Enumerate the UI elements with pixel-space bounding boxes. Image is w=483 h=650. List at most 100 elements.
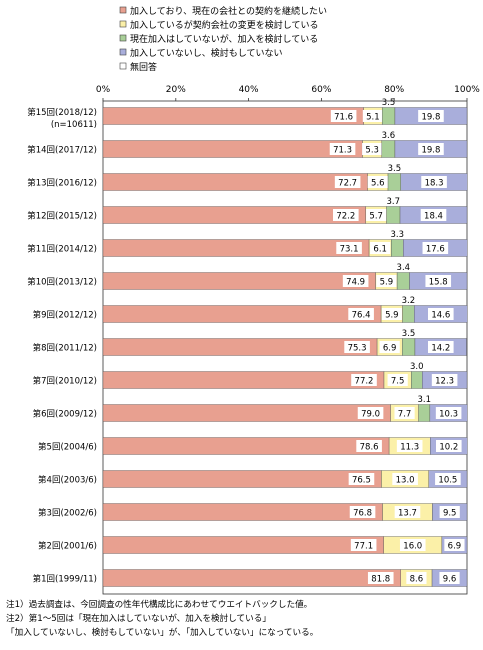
data-label-bg bbox=[427, 341, 454, 353]
data-label-bg bbox=[349, 506, 376, 518]
data-label-bg bbox=[367, 572, 394, 584]
data-label-bg bbox=[435, 473, 461, 485]
note-2: 注2）第1～5回は「現在加入はしていないが、加入を検討している」 bbox=[6, 614, 271, 624]
data-label-bg bbox=[366, 209, 387, 221]
category-label: 第14回(2017/12) bbox=[27, 145, 97, 156]
data-label: 5.1 bbox=[366, 113, 380, 123]
bar-segment bbox=[381, 107, 396, 125]
data-label-bg bbox=[427, 308, 454, 320]
data-label: 8.6 bbox=[410, 575, 424, 585]
data-label: 5.6 bbox=[371, 179, 385, 189]
stacked-bar-chart: 加入しており、現在の会社との契約を継続したい加入しているが契約会社の変更を検討し… bbox=[27, 5, 480, 595]
category-label: 第3回(2002/6) bbox=[38, 508, 97, 519]
category-label: 第8回(2011/12) bbox=[33, 343, 97, 354]
data-label-bg bbox=[333, 209, 359, 221]
data-label: 18.3 bbox=[425, 179, 444, 189]
data-label: 3.3 bbox=[391, 230, 405, 240]
bar-segment bbox=[418, 404, 431, 422]
bar-segment bbox=[102, 140, 363, 158]
x-tick-label: 0% bbox=[96, 85, 111, 95]
category-label: 第6回(2009/12) bbox=[33, 409, 97, 420]
data-label: 81.8 bbox=[371, 575, 390, 585]
bar-segment bbox=[402, 338, 416, 356]
data-label-bg bbox=[435, 407, 462, 419]
data-label: 3.5 bbox=[388, 164, 402, 174]
legend-label: 加入しており、現在の会社との契約を継続したい bbox=[130, 5, 327, 17]
data-label: 75.3 bbox=[348, 344, 367, 354]
data-label-bg bbox=[439, 506, 460, 518]
bar-segment bbox=[102, 206, 367, 224]
data-label: 3.5 bbox=[382, 98, 396, 108]
data-label-bg bbox=[342, 275, 369, 287]
bar-segment bbox=[102, 305, 382, 323]
bar-segment bbox=[402, 305, 415, 323]
data-label: 76.5 bbox=[352, 476, 371, 486]
data-label: 5.9 bbox=[380, 278, 394, 288]
data-label-bg bbox=[422, 242, 449, 254]
bar-segment bbox=[396, 272, 410, 290]
x-tick-label: 100% bbox=[454, 85, 480, 95]
category-label: 第15回(2018/12) bbox=[27, 107, 97, 118]
legend-swatch bbox=[119, 34, 127, 42]
data-label-bg bbox=[387, 374, 408, 386]
data-label-bg bbox=[418, 143, 444, 155]
bar-segment bbox=[102, 437, 390, 455]
category-label: 第11回(2014/12) bbox=[27, 244, 97, 255]
x-tick-label: 80% bbox=[384, 85, 404, 95]
data-label-bg bbox=[367, 176, 388, 188]
category-label: 第7回(2010/12) bbox=[33, 376, 97, 387]
bar-segment bbox=[102, 503, 383, 521]
data-label-bg bbox=[394, 506, 421, 518]
data-label: 76.4 bbox=[352, 311, 371, 321]
note-1: 注1）過去調査は、今回調査の性年代構成比にあわせてウエイトバックした値。 bbox=[6, 600, 313, 610]
data-label: 71.3 bbox=[333, 146, 352, 156]
category-label: 第1回(1999/11) bbox=[33, 574, 97, 585]
data-label-bg bbox=[329, 143, 356, 155]
data-label: 72.7 bbox=[338, 179, 357, 189]
data-label-bg bbox=[370, 242, 391, 254]
bar-segment bbox=[102, 272, 376, 290]
data-label-bg bbox=[348, 308, 374, 320]
data-label: 16.0 bbox=[403, 542, 422, 552]
data-label: 10.2 bbox=[439, 443, 458, 453]
data-label: 18.4 bbox=[424, 212, 443, 222]
legend-label: 加入しているが契約会社の変更を検討している bbox=[130, 19, 318, 31]
bar-segment bbox=[102, 371, 385, 389]
data-label-bg bbox=[334, 176, 361, 188]
data-label: 7.5 bbox=[391, 377, 405, 387]
bar-segment bbox=[102, 569, 401, 587]
data-label: 14.2 bbox=[431, 344, 450, 354]
data-label-bg bbox=[420, 209, 447, 221]
data-label: 3.2 bbox=[402, 296, 416, 306]
data-label: 71.6 bbox=[334, 113, 353, 123]
data-label-bg bbox=[357, 407, 384, 419]
data-label-bg bbox=[362, 143, 383, 155]
legend-label: 加入していないし、検討もしていない bbox=[130, 47, 282, 59]
bar-segment bbox=[102, 107, 364, 125]
bar-segment bbox=[102, 536, 384, 554]
notes: 注1）過去調査は、今回調査の性年代構成比にあわせてウエイトバックした値。 注2）… bbox=[6, 598, 480, 640]
category-label: 第10回(2013/12) bbox=[27, 277, 97, 288]
data-label-bg bbox=[444, 539, 465, 551]
bar-segment bbox=[102, 470, 382, 488]
data-label: 13.7 bbox=[398, 509, 417, 519]
legend-label: 無回答 bbox=[130, 61, 157, 73]
legend-swatch bbox=[119, 48, 127, 56]
data-label-bg bbox=[439, 572, 460, 584]
data-label: 14.6 bbox=[431, 311, 450, 321]
category-label: 第12回(2015/12) bbox=[27, 211, 97, 222]
data-label-bg bbox=[418, 110, 444, 122]
data-label-bg bbox=[421, 176, 447, 188]
bar-segment bbox=[102, 239, 370, 257]
data-label: 76.8 bbox=[353, 509, 372, 519]
data-label-bg bbox=[348, 473, 375, 485]
data-label: 74.9 bbox=[346, 278, 365, 288]
data-label: 9.5 bbox=[443, 509, 457, 519]
data-label-bg bbox=[431, 374, 458, 386]
category-label: 第9回(2012/12) bbox=[33, 310, 97, 321]
data-label: 5.3 bbox=[365, 146, 379, 156]
legend-swatch bbox=[119, 62, 127, 70]
data-label: 6.9 bbox=[383, 344, 397, 354]
data-label: 10.3 bbox=[439, 410, 458, 420]
category-label: 第4回(2003/6) bbox=[38, 475, 97, 486]
